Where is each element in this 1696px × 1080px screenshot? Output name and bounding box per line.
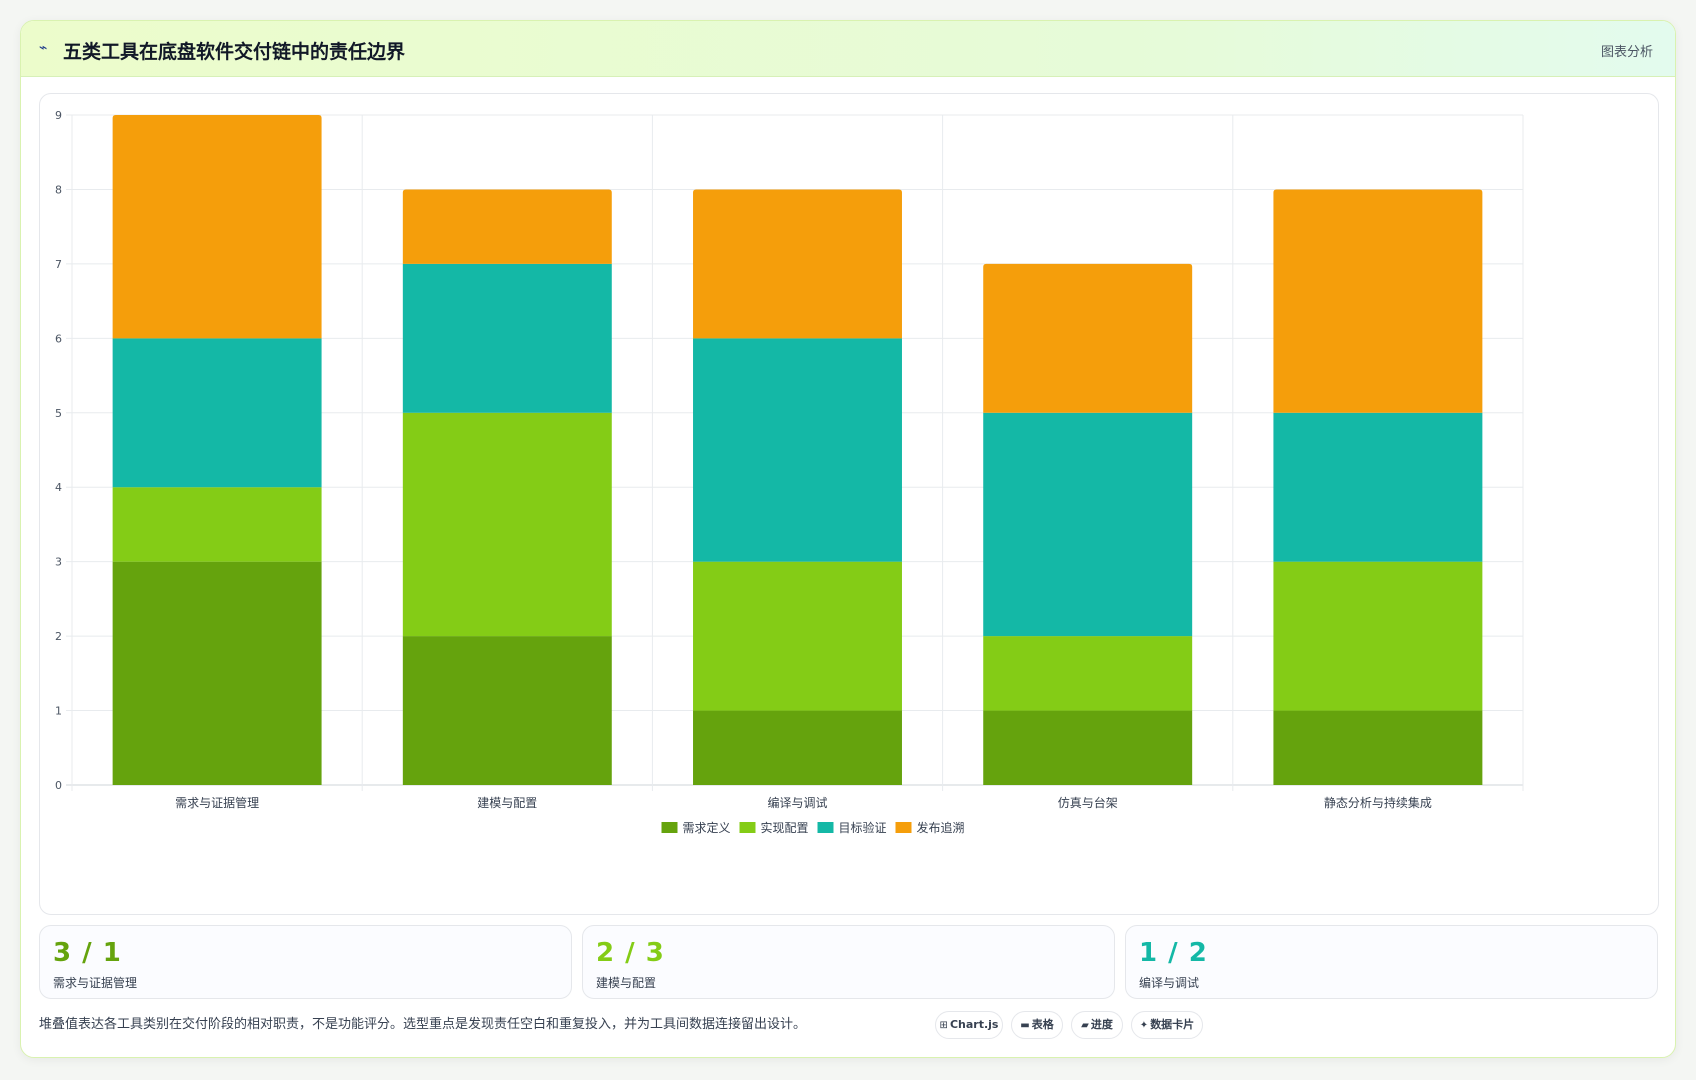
bar-segment [983,263,1193,413]
y-tick-label: 6 [55,332,62,345]
chip-data-cards[interactable]: ✦ 数据卡片 [1131,1011,1203,1039]
y-tick-label: 2 [55,630,62,643]
footer-note: 堆叠值表达各工具类别在交付阶段的相对职责，不是功能评分。选型重点是发现责任空白和… [39,1017,807,1032]
bar-segment [112,561,322,785]
legend-swatch [661,822,678,833]
chip-label: Chart.js [949,1018,999,1031]
chart-analysis-tag: 图表分析 [1600,45,1653,60]
bar-segment [1273,561,1483,711]
stat-card: 2 / 3 建模与配置 [582,925,1115,999]
bar-segment [983,710,1193,785]
bar-segment [1273,412,1483,562]
stats-row: 3 / 1 需求与证据管理 2 / 3 建模与配置 1 / 2 编译与调试 [39,925,1659,999]
x-tick-label: 需求与证据管理 [175,795,259,810]
chip-progress[interactable]: ▰ 进度 [1071,1011,1123,1039]
bar-segment [983,412,1193,637]
grid-icon: ⊞ [939,1020,948,1031]
bar-segment [402,412,612,637]
stat-card: 3 / 1 需求与证据管理 [39,925,572,999]
chart-trend-icon: ⌁ [39,40,48,56]
y-tick-label: 5 [55,407,62,420]
y-tick-label: 8 [55,183,62,196]
stat-label: 需求与证据管理 [53,976,138,990]
stat-value: 3 / 1 [53,938,122,968]
x-tick-label: 建模与配置 [477,796,537,810]
bar-segment [112,115,322,339]
y-tick-label: 1 [55,705,62,718]
y-tick-label: 4 [55,481,62,494]
legend-swatch [895,822,912,833]
stat-label: 建模与配置 [596,976,657,990]
y-tick-label: 9 [55,109,62,122]
legend-label: 目标验证 [839,820,887,835]
bar-segment [402,263,612,413]
stat-label: 编译与调试 [1139,976,1200,990]
bar-segment [693,561,902,711]
chip-label: 进度 [1090,1018,1113,1031]
stat-value: 2 / 3 [596,938,665,968]
stacked-bar-chart: 0 1 2 3 4 5 6 7 8 9 需求与证据管理 建模与配置 编译与调试 仿真与台架 静态分析与持续集… [55,109,1524,835]
legend-swatch [817,822,834,833]
chip-table[interactable]: ▬ 表格 [1011,1011,1063,1039]
bar-segment [1273,710,1483,785]
bar-segment [112,487,322,562]
x-tick-label: 仿真与台架 [1058,795,1118,810]
bar-segment [1273,189,1483,413]
bar-segment [402,636,612,785]
y-tick-label: 0 [55,779,62,792]
table-icon: ▬ [1020,1020,1030,1031]
chart-card: ⌁ 五类工具在底盘软件交付链中的责任边界 图表分析 0 1 2 3 4 5 6 7 8 9 需求与证… [20,20,1676,1058]
bar-segment [693,710,902,785]
sparkle-icon: ✦ [1139,1020,1149,1031]
x-tick-label: 编译与调试 [767,795,827,810]
bar-segment [693,338,902,562]
card-title: 五类工具在底盘软件交付链中的责任边界 [63,41,406,63]
stat-card: 1 / 2 编译与调试 [1125,925,1658,999]
y-tick-label: 3 [55,556,62,569]
stat-value: 1 / 2 [1139,938,1208,968]
chip-chartjs[interactable]: ⊞ Chart.js [935,1011,1003,1039]
chip-label: 表格 [1031,1018,1054,1031]
card-header: ⌁ 五类工具在底盘软件交付链中的责任边界 图表分析 [21,21,1675,77]
bar-segment [112,338,322,488]
chart-panel: 0 1 2 3 4 5 6 7 8 9 需求与证据管理 建模与配置 编译与调试 仿真与台架 静态分析与持续集… [39,93,1659,915]
bar-segment [983,636,1193,711]
y-tick-label: 7 [55,258,62,271]
bar-segment [402,189,612,264]
chip-label: 数据卡片 [1150,1018,1195,1031]
legend-label: 发布追溯 [917,820,965,835]
legend-label: 实现配置 [761,820,809,835]
x-tick-label: 静态分析与持续集成 [1324,795,1432,810]
progress-icon: ▰ [1081,1020,1089,1031]
legend-swatch [739,822,756,833]
legend-label: 需求定义 [683,820,731,835]
bar-segment [693,189,902,339]
